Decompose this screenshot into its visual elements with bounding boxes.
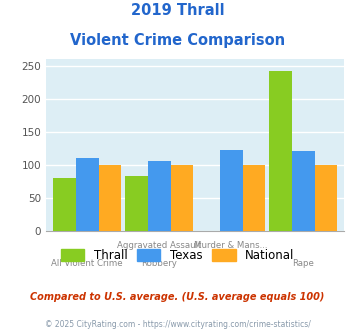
Bar (242, 165, 265, 231)
Text: All Violent Crime: All Violent Crime (51, 259, 123, 268)
Legend: Thrall, Texas, National: Thrall, Texas, National (56, 244, 299, 266)
Bar (315, 165, 337, 231)
Text: © 2025 CityRating.com - https://www.cityrating.com/crime-statistics/: © 2025 CityRating.com - https://www.city… (45, 320, 310, 329)
Bar (292, 151, 315, 231)
Bar (269, 71, 292, 231)
Bar (148, 161, 170, 231)
Bar (170, 165, 193, 231)
Text: Robbery: Robbery (141, 259, 177, 268)
Text: Aggravated Assault: Aggravated Assault (117, 241, 201, 250)
Text: Murder & Mans...: Murder & Mans... (195, 241, 268, 250)
Text: 2019 Thrall: 2019 Thrall (131, 3, 224, 18)
Bar (125, 176, 148, 231)
Bar (76, 158, 99, 231)
Text: Rape: Rape (292, 259, 314, 268)
Text: Compared to U.S. average. (U.S. average equals 100): Compared to U.S. average. (U.S. average … (30, 292, 325, 302)
Bar (99, 165, 121, 231)
Bar (53, 178, 76, 231)
Text: Violent Crime Comparison: Violent Crime Comparison (70, 33, 285, 48)
Bar (220, 150, 242, 231)
